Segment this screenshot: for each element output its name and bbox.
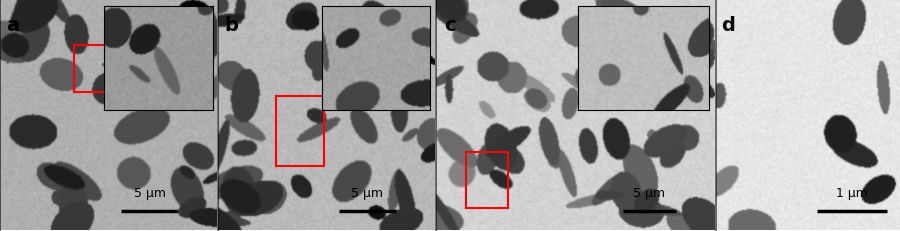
Text: 5 μm: 5 μm xyxy=(352,186,383,199)
Text: 1 μm: 1 μm xyxy=(836,186,868,199)
Bar xyxy=(466,152,508,208)
Text: c: c xyxy=(444,16,455,35)
Bar xyxy=(276,97,324,166)
Text: b: b xyxy=(224,16,238,35)
Text: 5 μm: 5 μm xyxy=(633,186,665,199)
Bar xyxy=(74,46,109,92)
Text: a: a xyxy=(6,16,20,35)
Text: 5 μm: 5 μm xyxy=(134,186,166,199)
Text: d: d xyxy=(721,16,735,35)
